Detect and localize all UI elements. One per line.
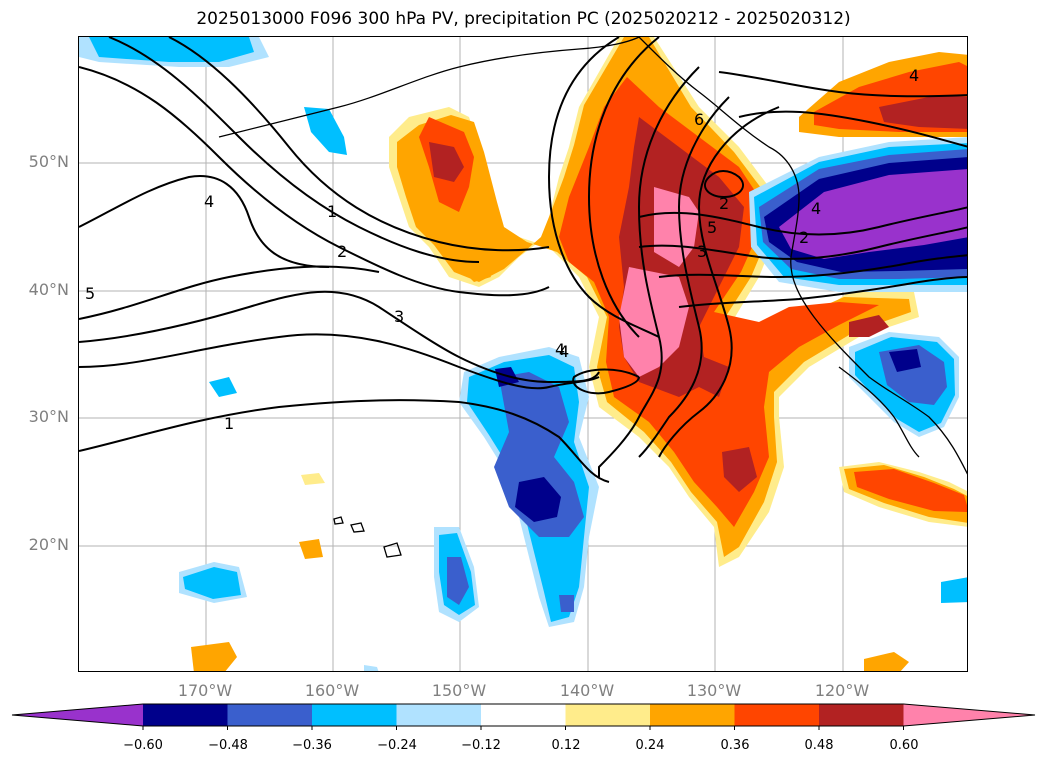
pv-contour-7 xyxy=(108,37,480,263)
precip-cp-navy xyxy=(495,367,561,522)
lat-label-40n: 40°N xyxy=(28,280,69,299)
colorbar-segment xyxy=(481,704,566,726)
lon-label-140w: 140°W xyxy=(559,681,615,700)
pv-contour-21 xyxy=(704,170,744,199)
pv-contour-9 xyxy=(547,37,660,338)
colorbar-segment xyxy=(734,704,820,726)
precip-spot-4 xyxy=(301,473,325,485)
colorbar-tick-7: 0.24 xyxy=(635,738,665,753)
pv-contour-16 xyxy=(638,206,967,236)
contour-label-11: 5 xyxy=(85,284,95,303)
colorbar-segment xyxy=(650,704,735,726)
colorbar-tick-3: −0.36 xyxy=(292,738,332,753)
precip-se-redorange xyxy=(854,469,967,512)
lon-label-150w: 150°W xyxy=(431,681,487,700)
hawaii-3 xyxy=(383,542,402,558)
precip-sw-navy xyxy=(889,349,921,372)
precip-spot-south xyxy=(364,665,379,671)
pv-contour-11 xyxy=(598,66,700,477)
contour-label-10: 4 xyxy=(555,340,565,359)
lat-label-20n: 20°N xyxy=(28,535,69,554)
pv-contour-1 xyxy=(79,399,610,483)
lat-label-50n: 50°N xyxy=(28,152,69,171)
colorbar-tick-2: −0.48 xyxy=(208,738,248,753)
coast-baja xyxy=(838,366,920,458)
colorbar-segment xyxy=(819,704,904,726)
lon-label-120w: 120°W xyxy=(814,681,870,700)
colorbar-tick-6: 0.12 xyxy=(551,738,581,753)
pv-contour-13 xyxy=(658,106,780,458)
lat-label-30n: 30°N xyxy=(28,407,69,426)
pv-contour-20 xyxy=(572,368,640,395)
pv-contour-10 xyxy=(587,37,660,338)
map-panel: 1 2 3 4 5 6 1 2 3 4 5 4 4 2 4 xyxy=(78,36,968,672)
coastlines xyxy=(218,37,967,558)
contour-label-2: 2 xyxy=(337,242,347,261)
contour-label-8: 2 xyxy=(799,228,809,247)
colorbar-segment xyxy=(565,704,651,726)
pv-contour-4 xyxy=(79,265,380,320)
precip-alaska-spot xyxy=(304,107,347,155)
precip-us-purple xyxy=(779,169,967,259)
contour-label-5: 5 xyxy=(707,218,717,237)
colorbar-segment xyxy=(227,704,313,726)
hawaii-2 xyxy=(350,522,365,533)
pv-contours xyxy=(79,37,967,483)
precip-nw-sky xyxy=(89,37,254,62)
hawaii-1 xyxy=(333,516,344,525)
pv-contour-3 xyxy=(79,290,600,384)
contour-label-9: 3 xyxy=(697,242,707,261)
contour-label-4: 4 xyxy=(204,192,214,211)
precip-se-edge-sky xyxy=(941,577,967,603)
contour-label-13: 4 xyxy=(811,199,821,218)
map-title: 2025013000 F096 300 hPa PV, precipitatio… xyxy=(196,9,851,29)
contour-label-6: 6 xyxy=(694,110,704,129)
pv-contour-6 xyxy=(79,66,550,297)
pv-contour-8 xyxy=(168,37,550,252)
pv-contour-19 xyxy=(678,276,967,308)
coast-north-america xyxy=(638,37,967,475)
colorbar-extend-left xyxy=(12,704,143,726)
colorbar-segment xyxy=(312,704,397,726)
contour-label-14: 2 xyxy=(719,194,729,213)
pv-contour-5 xyxy=(79,175,330,268)
contour-label-1: 1 xyxy=(327,202,337,221)
pv-contour-15 xyxy=(738,110,967,148)
colorbar-tick-5: −0.12 xyxy=(461,738,501,753)
colorbar-tick-1: −0.60 xyxy=(123,738,163,753)
precip-band-pink xyxy=(619,187,699,377)
colorbar-segment xyxy=(396,704,482,726)
pv-contour-17 xyxy=(638,226,967,260)
precip-negative-shading xyxy=(79,37,967,671)
lon-label-170w: 170°W xyxy=(177,681,233,700)
contour-labels: 1 2 3 4 5 6 1 2 3 4 5 4 4 2 4 xyxy=(85,66,919,433)
contour-label-7: 1 xyxy=(224,414,234,433)
precip-spot-1 xyxy=(191,642,237,671)
colorbar-segments xyxy=(11,703,1036,730)
precip-cp-sky xyxy=(183,355,589,622)
pv-contour-2 xyxy=(79,333,600,390)
precip-spot-3 xyxy=(299,539,323,559)
colorbar xyxy=(11,703,1036,730)
precip-positive-shading xyxy=(191,37,967,671)
pv-contour-14 xyxy=(718,71,967,98)
lon-label-160w: 160°W xyxy=(304,681,360,700)
precip-ne-firebrick xyxy=(879,95,967,129)
contour-label-3: 3 xyxy=(394,307,404,326)
colorbar-tick-10: 0.60 xyxy=(889,738,919,753)
pv-contour-18 xyxy=(658,254,967,279)
pv-contour-12 xyxy=(638,96,730,458)
colorbar-extend-right xyxy=(903,704,1035,726)
precip-spot-5 xyxy=(459,262,491,282)
precip-spot-2 xyxy=(864,652,909,671)
lon-label-130w: 130°W xyxy=(686,681,742,700)
contour-label-12: 4 xyxy=(909,66,919,85)
colorbar-tick-9: 0.48 xyxy=(804,738,834,753)
coast-alaska xyxy=(218,37,640,138)
map-canvas: 1 2 3 4 5 6 1 2 3 4 5 4 4 2 4 xyxy=(79,37,967,671)
contour-label-15: 4 xyxy=(559,342,569,361)
colorbar-segment xyxy=(143,704,228,726)
colorbar-tick-4: −0.24 xyxy=(377,738,417,753)
colorbar-tick-8: 0.36 xyxy=(720,738,750,753)
